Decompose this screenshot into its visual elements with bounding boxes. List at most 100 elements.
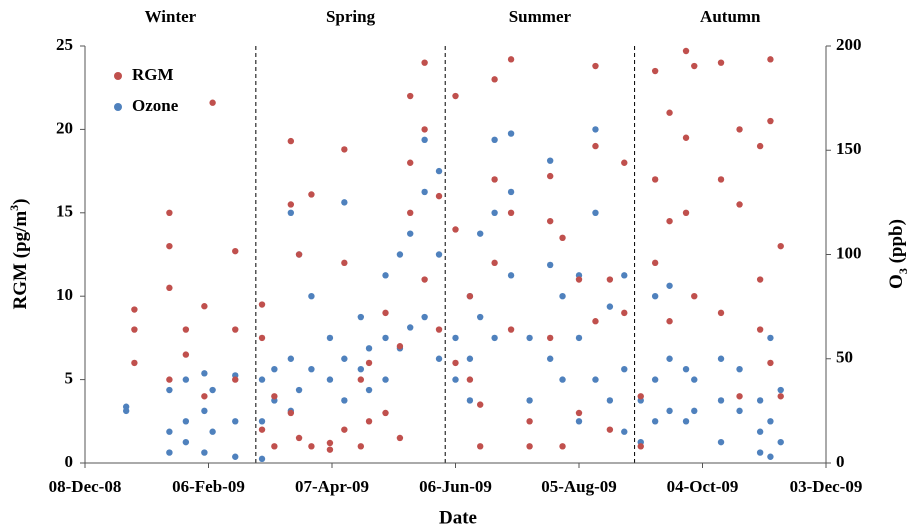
data-point [271,393,278,400]
data-point [209,386,216,394]
legend-marker [114,72,122,80]
data-point [396,343,404,350]
data-point [717,176,725,183]
y2-tick-label: 150 [836,139,862,158]
data-point [651,418,659,425]
data-point [546,217,554,225]
data-point [767,359,774,367]
data-point [258,418,266,425]
data-point [575,276,583,283]
data-point [466,293,474,300]
data-point [606,303,614,310]
data-point [546,355,554,362]
data-point [396,434,404,442]
data-point [666,217,673,225]
data-point [666,407,673,415]
data-point [691,407,698,415]
data-point [575,334,583,342]
y-tick-label: 0 [65,452,74,471]
data-point [691,62,698,70]
y2-axis-label: O3 (ppb) [886,219,909,289]
data-point [357,313,365,321]
data-point [756,428,764,435]
data-point [491,176,498,183]
data-point [526,397,533,404]
data-point [357,376,365,383]
x-tick-label: 07-Apr-09 [295,477,369,496]
data-point [407,92,414,100]
x-tick-label: 06-Feb-09 [172,477,245,496]
y-label-part: ) [10,198,31,204]
data-point [407,230,414,237]
data-point [767,453,774,460]
data-point [575,409,583,417]
y-axis-label: RGM (pg/m3) [7,198,32,309]
data-point [546,172,554,180]
data-point [682,47,690,55]
data-point [526,418,533,425]
data-point [295,434,303,442]
data-point [201,407,208,415]
data-point [365,418,373,425]
data-point [651,376,659,383]
data-point [592,376,599,383]
data-point [621,365,628,373]
data-point [756,449,764,456]
data-point [507,130,515,137]
data-point [507,209,515,216]
data-point [592,142,599,150]
y-label-part: RGM (pg/m [10,211,31,310]
data-point [209,99,216,106]
data-point [341,199,348,206]
data-point [258,455,266,463]
data-point [717,309,725,317]
data-point [421,188,428,196]
data-point [592,62,599,70]
legend-marker [114,103,122,111]
data-point [507,272,515,279]
data-point [435,167,443,175]
x-tick-label: 08-Dec-08 [49,477,122,496]
y-tick-label: 25 [56,35,73,54]
data-point [666,355,673,362]
y2-tick-label: 0 [836,452,845,471]
data-point [651,293,659,300]
y2-label-sub: 3 [896,268,910,274]
data-point [326,439,334,447]
data-point [258,426,266,433]
data-point [606,397,614,404]
data-point [756,326,764,333]
data-point [559,293,566,300]
data-point [382,309,389,317]
data-point [491,76,498,83]
data-point [421,276,428,283]
data-point [491,334,498,342]
data-point [341,146,348,153]
data-point [477,401,484,408]
data-point [421,126,428,133]
data-point [621,428,628,435]
data-point [452,376,459,383]
data-point [382,272,389,279]
data-point [767,334,774,342]
data-point [308,365,315,373]
y-tick-label: 10 [56,285,73,304]
data-point [131,326,138,333]
data-point [287,355,295,362]
data-point [308,293,315,300]
season-label: Autumn [700,7,761,26]
data-point [526,443,533,450]
data-point [546,334,554,342]
data-point [717,397,725,404]
data-point [767,418,774,425]
data-point [201,303,208,310]
data-point [326,446,334,453]
data-point [691,376,698,383]
x-tick-label: 03-Dec-09 [790,477,863,496]
data-point [777,386,784,394]
data-point [201,449,208,456]
data-point [295,251,303,258]
data-point [736,407,743,415]
data-point [526,334,533,342]
